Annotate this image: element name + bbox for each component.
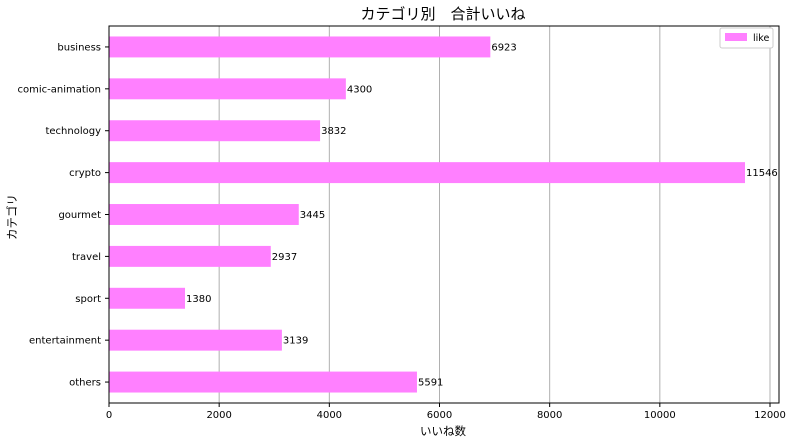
data-label: 5591 — [418, 378, 443, 389]
bar — [109, 329, 282, 351]
legend-swatch — [725, 33, 747, 41]
chart-title: カテゴリ別 合計いいね — [360, 5, 525, 23]
category-label: crypto — [69, 168, 101, 179]
category-label: gourmet — [58, 210, 101, 221]
category-label: technology — [45, 126, 101, 137]
x-tick-label: 10000 — [644, 410, 676, 421]
x-tick-label: 4000 — [317, 410, 342, 421]
x-tick-label: 6000 — [427, 410, 452, 421]
x-tick-label: 2000 — [206, 410, 231, 421]
x-axis-label: いいね数 — [420, 424, 466, 438]
data-label: 3139 — [283, 336, 308, 347]
bar — [109, 245, 271, 267]
data-label: 3445 — [300, 210, 325, 221]
legend-label: like — [753, 33, 769, 44]
category-labels: business comic-animation technology crypto g… — [17, 42, 109, 389]
data-label: 1380 — [186, 294, 211, 305]
data-label: 2937 — [272, 252, 297, 263]
data-labels: 6923 4300 3832 11546 3445 2937 1380 3139 5591 — [186, 42, 778, 388]
bar — [109, 162, 745, 184]
data-label: 6923 — [491, 42, 516, 53]
category-label: comic-animation — [17, 84, 101, 95]
bar — [109, 120, 321, 142]
bar — [109, 36, 491, 58]
bar — [109, 204, 299, 225]
bar — [109, 371, 417, 393]
x-ticks: 0 2000 4000 6000 8000 10000 12000 — [106, 403, 786, 421]
category-label: others — [69, 378, 101, 389]
bars — [109, 36, 745, 393]
x-tick-label: 0 — [106, 410, 112, 421]
category-label: travel — [72, 252, 101, 263]
category-label: business — [57, 42, 101, 53]
x-tick-label: 12000 — [754, 410, 786, 421]
legend: like — [719, 27, 774, 49]
data-label: 11546 — [746, 168, 778, 179]
x-tick-label: 8000 — [537, 410, 562, 421]
data-label: 4300 — [347, 84, 372, 95]
data-label: 3832 — [321, 126, 346, 137]
category-label: entertainment — [29, 336, 101, 347]
bar — [109, 78, 346, 100]
category-label: sport — [75, 294, 101, 305]
y-axis-label: カテゴリ — [5, 194, 19, 240]
bar — [109, 287, 186, 309]
